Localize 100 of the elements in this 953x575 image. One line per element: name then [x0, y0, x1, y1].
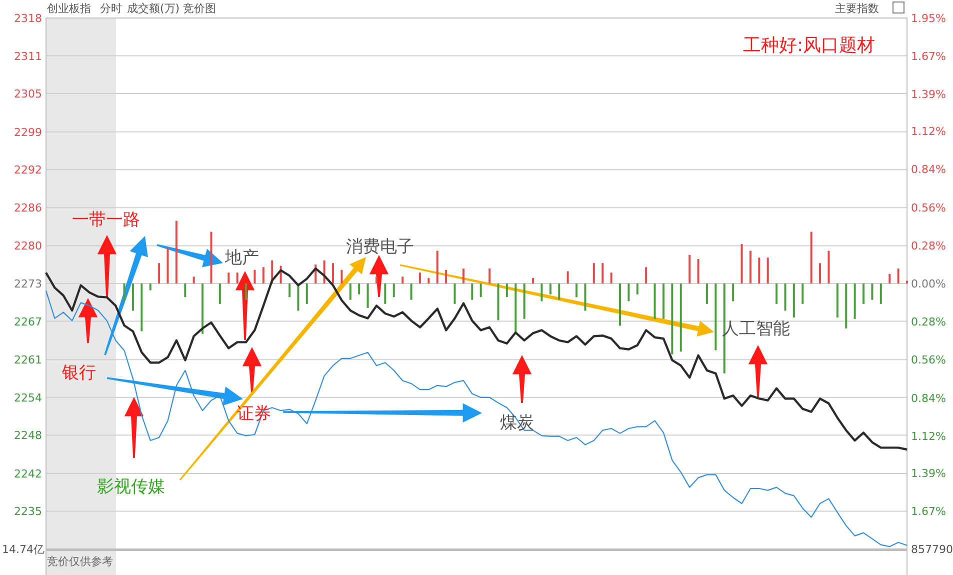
bar [549, 284, 552, 294]
bar [532, 278, 534, 284]
bar [706, 284, 708, 304]
bar [636, 284, 638, 294]
bar [123, 284, 126, 302]
bar [897, 268, 900, 284]
bar [418, 272, 421, 284]
line-series [44, 267, 908, 451]
bar [254, 270, 256, 284]
bar [236, 272, 238, 284]
bar [462, 268, 464, 284]
bar [349, 284, 352, 300]
bar [262, 267, 264, 284]
bar [228, 272, 230, 284]
y2-tick-label: 1.12% [911, 125, 946, 138]
y-tick-label: 2299 [14, 126, 42, 139]
bar [132, 284, 134, 311]
bar [619, 284, 621, 326]
bar [584, 284, 586, 311]
bar [871, 284, 874, 300]
y2-tick-label: 1.95% [911, 12, 946, 25]
bar [828, 250, 830, 284]
y2-tick-label: 1.67% [911, 504, 946, 518]
bar [576, 284, 578, 298]
bar [514, 284, 517, 334]
y2-tick-label: 0.56% [911, 201, 946, 214]
bar [245, 284, 248, 300]
bar [306, 284, 308, 304]
y2-tick-label: 1.39% [911, 466, 946, 480]
bar [218, 284, 221, 304]
chart-title: 创业板指 [47, 2, 91, 15]
bar [340, 270, 343, 284]
line-series [45, 290, 908, 548]
y2-tick-label: 0.00% [911, 278, 946, 290]
y2-tick-label: 1.12% [911, 430, 946, 443]
bar [845, 284, 848, 328]
bar [366, 284, 369, 308]
bar [819, 263, 822, 284]
y-tick-label: 2305 [14, 88, 42, 101]
bar [497, 284, 500, 320]
bar [158, 263, 160, 284]
y-tick-label: 2235 [14, 505, 42, 518]
bar [358, 284, 360, 294]
bar [445, 270, 448, 284]
bar [697, 258, 700, 284]
bar [645, 267, 648, 284]
bar [602, 263, 604, 284]
bar [880, 284, 882, 304]
bar [766, 258, 769, 284]
y-tick-label: 2280 [14, 240, 42, 253]
y-tick-label: 2292 [14, 164, 42, 177]
y2-tick-label: 0.84% [911, 163, 946, 176]
annotation: 消费电子 [346, 237, 414, 257]
bar [654, 284, 656, 319]
text: 成交额(万) [127, 2, 180, 15]
bar [166, 248, 169, 284]
bar [662, 284, 664, 319]
bar [906, 280, 908, 284]
bar [680, 284, 682, 352]
y-tick-label: 2311 [14, 50, 42, 63]
bar [810, 232, 812, 284]
y-tick-label: 2254 [14, 391, 42, 404]
bar [558, 284, 560, 300]
y-tick-label: 2286 [14, 202, 42, 215]
y2-tick-label: 1.39% [911, 88, 946, 102]
y-tick-label: 2261 [14, 354, 42, 367]
bar [392, 284, 395, 298]
bar [384, 284, 386, 304]
y-tick-label: 2267 [14, 315, 42, 328]
bar [140, 284, 143, 332]
bar [688, 254, 691, 284]
bar [454, 284, 456, 304]
y2-tick-label: 0.56% [911, 354, 946, 367]
annotation: 一带一路 [72, 210, 140, 230]
bar [506, 284, 508, 298]
text: 14.74亿 [2, 543, 44, 556]
annotation: 影视传媒 [97, 477, 165, 497]
annotation: 地产 [224, 248, 259, 268]
bar [792, 284, 795, 318]
bar [714, 284, 717, 350]
bar [488, 268, 491, 284]
y-tick-label: 2248 [14, 429, 42, 442]
bar [410, 284, 412, 300]
y2-tick-label: 0.28% [911, 316, 946, 329]
bar [671, 284, 674, 354]
bar [836, 284, 838, 318]
bar [888, 274, 891, 284]
text: 竞价图 [183, 2, 216, 15]
bar [854, 284, 856, 319]
bar [402, 276, 404, 284]
bar [732, 284, 734, 302]
bar [628, 284, 630, 302]
bar [428, 278, 430, 284]
bar [802, 284, 804, 304]
text: 分时 [100, 2, 122, 15]
text: 857790 [911, 543, 953, 556]
y-tick-label: 2242 [14, 467, 42, 480]
bar [175, 220, 178, 284]
y-tick-label: 2273 [14, 278, 42, 290]
bar [740, 244, 743, 284]
